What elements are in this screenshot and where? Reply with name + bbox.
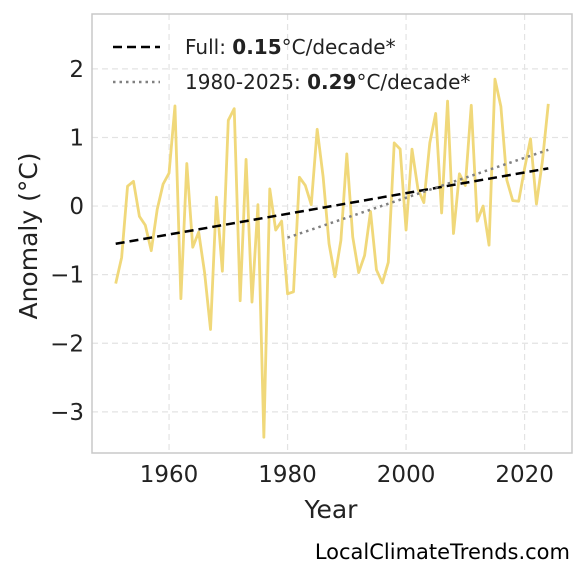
y-tick-label: −2 [50,331,84,357]
y-axis-title: Anomaly (°C) [14,152,43,319]
x-tick-label: 1960 [140,462,199,488]
legend: Full: 0.15°C/decade* 1980-2025: 0.29°C/d… [113,35,470,94]
full-trend-line [115,167,549,246]
watermark: LocalClimateTrends.com [315,540,570,564]
legend-recent-prefix: 1980-2025: [185,70,307,94]
y-tick-label: −1 [50,263,84,289]
x-tick-label: 1980 [258,462,317,488]
x-tick-label: 2000 [377,462,436,488]
series-lines [114,77,550,439]
annual-anomaly-line [114,77,550,439]
x-axis-ticks: 1960 1980 2000 2020 [140,462,554,488]
recent-trend-line [287,148,549,239]
legend-label-1980-2025: 1980-2025: 0.29°C/decade* [185,70,470,94]
legend-full-prefix: Full: [185,35,232,59]
legend-recent-rate: 0.29 [307,70,356,94]
legend-full-rate: 0.15 [232,35,281,59]
legend-recent-unit: °C/decade* [356,70,470,94]
legend-label-full: Full: 0.15°C/decade* [185,35,396,59]
legend-full-unit: °C/decade* [282,35,396,59]
x-axis-title: Year [304,495,359,524]
y-tick-label: 0 [69,194,84,220]
plot-frame [91,13,573,454]
x-tick-label: 2020 [495,462,554,488]
y-axis-ticks: −3 −2 −1 0 1 2 [50,57,84,426]
y-tick-label: 2 [69,57,84,83]
y-tick-label: 1 [69,125,84,151]
y-tick-label: −3 [50,400,84,426]
